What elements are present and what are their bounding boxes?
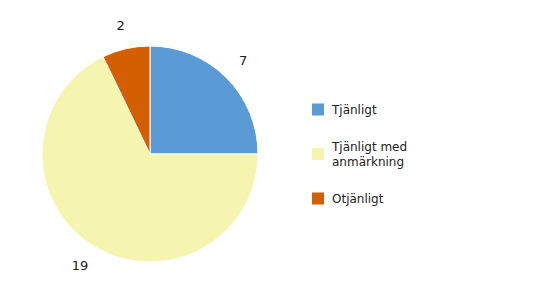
data-label: 7 (239, 53, 247, 68)
pie-slice (150, 46, 258, 154)
legend-swatch (312, 193, 324, 205)
chart: 7 19 2 Tjänligt Tjänligt medanmärkning Otjänl… (0, 0, 547, 308)
chart-container: 7 19 2 Tjänligt Tjänligt medanmärkning Otjänl… (0, 0, 547, 308)
legend: Tjänligt Tjänligt medanmärkning Otjänligt (312, 103, 407, 206)
data-label: 2 (117, 18, 125, 33)
legend-swatch (312, 104, 324, 116)
data-label: 19 (72, 258, 89, 273)
legend-label: Tjänligt (331, 103, 377, 117)
legend-swatch (312, 148, 324, 160)
legend-label: Otjänligt (332, 192, 384, 206)
pie-slice (103, 46, 150, 154)
legend-label: Tjänligt medanmärkning (331, 140, 407, 169)
pie (42, 46, 258, 262)
data-labels: 7 19 2 (72, 18, 248, 273)
